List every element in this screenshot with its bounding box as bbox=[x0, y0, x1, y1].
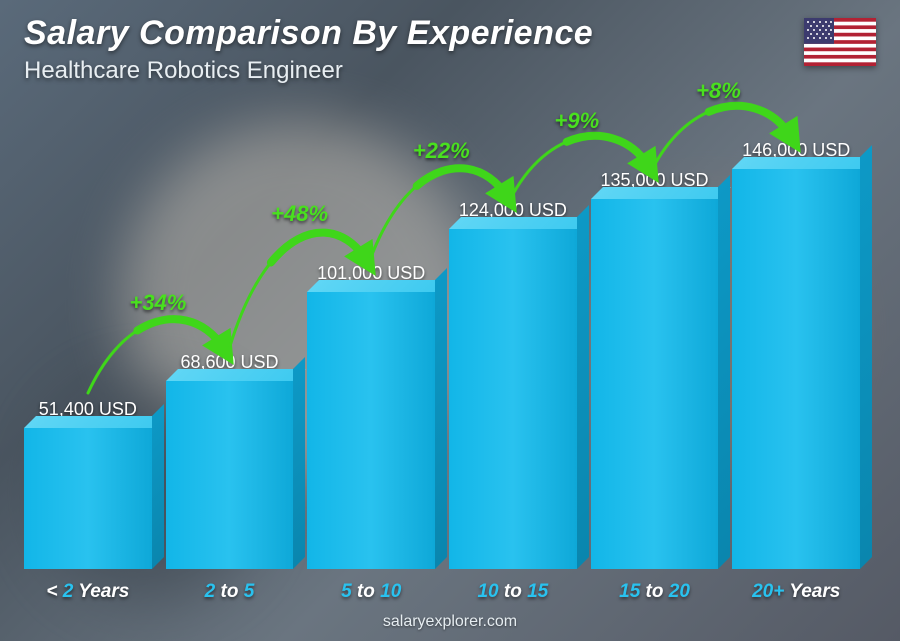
page-title: Salary Comparison By Experience bbox=[24, 14, 876, 53]
bar-category-label: 20+ Years bbox=[752, 581, 840, 603]
bar-category-label: 2 to 5 bbox=[205, 581, 255, 603]
bar bbox=[166, 381, 294, 569]
header: Salary Comparison By Experience Healthca… bbox=[24, 14, 876, 85]
bar-category-label: 10 to 15 bbox=[477, 581, 548, 603]
bar-category-label: 5 to 10 bbox=[341, 581, 401, 603]
bar-chart: 51,400 USD< 2 Years68,600 USD2 to 5101,0… bbox=[24, 110, 860, 569]
bar-category-label: 15 to 20 bbox=[619, 581, 690, 603]
bar bbox=[732, 169, 860, 569]
bar-column: 101,000 USD5 to 10 bbox=[307, 110, 435, 569]
bar bbox=[307, 292, 435, 569]
bar bbox=[449, 229, 577, 569]
bar-category-label: < 2 Years bbox=[46, 581, 129, 603]
bar-column: 135,000 USD15 to 20 bbox=[591, 110, 719, 569]
bar bbox=[591, 199, 719, 569]
page-subtitle: Healthcare Robotics Engineer bbox=[24, 57, 876, 85]
bar-column: 51,400 USD< 2 Years bbox=[24, 110, 152, 569]
bar bbox=[24, 428, 152, 569]
bar-column: 146,000 USD20+ Years bbox=[732, 110, 860, 569]
bar-column: 68,600 USD2 to 5 bbox=[166, 110, 294, 569]
flag-icon bbox=[804, 18, 876, 66]
footer-site: salaryexplorer.com bbox=[0, 613, 900, 631]
bar-column: 124,000 USD10 to 15 bbox=[449, 110, 577, 569]
